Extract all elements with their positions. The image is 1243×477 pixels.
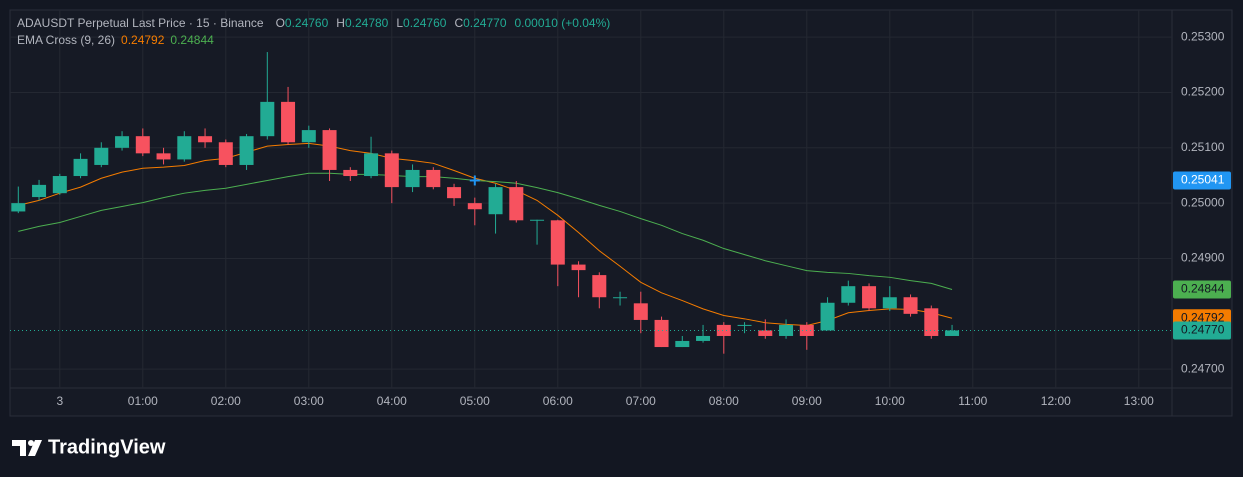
candle-body (218, 142, 233, 165)
symbol-title: ADAUSDT Perpetual Last Price · 15 · Bina… (17, 16, 264, 30)
ohlc-value: 0.24760 (285, 16, 329, 30)
candle-body (52, 176, 67, 194)
x-tick-label: 11:00 (958, 394, 987, 408)
ohlc-value: 0.24770 (463, 16, 507, 30)
candle-body (239, 136, 254, 165)
indicator-value: 0.24844 (170, 33, 214, 47)
x-tick-label: 13:00 (1124, 394, 1154, 408)
candle-body (198, 136, 213, 143)
candle-body (177, 136, 192, 160)
candle-body (281, 101, 296, 143)
candle-body (343, 169, 358, 177)
candle-body (820, 302, 835, 331)
x-tick-label: 09:00 (792, 394, 822, 408)
candle-body (405, 169, 420, 188)
indicator-name: EMA Cross (9, 26) (17, 33, 115, 47)
ohlc-label: L (396, 16, 403, 30)
price-label: 0.24792 (1181, 310, 1225, 324)
candle-body (571, 264, 586, 271)
candle-body (447, 187, 462, 199)
candle-body (364, 153, 379, 177)
candle-body (488, 187, 503, 215)
candle-body (384, 153, 399, 188)
candle-body (862, 286, 877, 309)
candle-body (758, 330, 773, 336)
x-tick-label: 10:00 (875, 394, 905, 408)
price-label: 0.24770 (1181, 323, 1225, 337)
x-tick-label: 07:00 (626, 394, 656, 408)
candle-body (530, 219, 545, 221)
candle-body (737, 324, 752, 326)
candle-body (882, 297, 897, 309)
ohlc-value: 0.24780 (345, 16, 389, 30)
candle-body (716, 324, 731, 336)
indicator-value: 0.24792 (121, 33, 165, 47)
candle-body (675, 340, 690, 348)
ohlc-value: 0.24760 (403, 16, 447, 30)
candle-body (550, 220, 565, 265)
plot (10, 10, 1172, 388)
change-value: 0.00010 (+0.04%) (515, 16, 611, 30)
logo-icon (28, 440, 34, 446)
y-tick-label: 0.25300 (1181, 29, 1225, 43)
brand: TradingView (48, 436, 166, 458)
indicator-legend: EMA Cross (9, 26) 0.24792 0.24844 (17, 33, 214, 47)
y-tick-label: 0.24900 (1181, 251, 1225, 265)
legend-header: ADAUSDT Perpetual Last Price · 15 · Bina… (17, 16, 610, 30)
x-tick-label: 3 (56, 394, 63, 408)
candle-body (592, 275, 607, 298)
chart-pane (9, 9, 1233, 417)
candle-body (73, 158, 88, 177)
x-tick-label: 05:00 (460, 394, 490, 408)
candle-body (696, 335, 711, 341)
candle-body (115, 136, 130, 148)
price-label: 0.24844 (1181, 282, 1225, 296)
x-tick-label: 12:00 (1041, 394, 1071, 408)
x-tick-label: 02:00 (211, 394, 241, 408)
candle-body (467, 203, 482, 210)
candle-body (633, 303, 648, 320)
ohlc-label: O (276, 16, 285, 30)
logo: TradingView (12, 436, 166, 458)
candle-body (156, 153, 171, 160)
y-tick-label: 0.24700 (1181, 361, 1225, 375)
candle-body (32, 184, 47, 198)
ohlc-label: C (454, 16, 463, 30)
candle-body (94, 147, 109, 165)
y-tick-label: 0.25100 (1181, 140, 1225, 154)
candle-body (426, 169, 441, 188)
price-label-bg (1173, 280, 1231, 299)
y-tick-label: 0.25000 (1181, 195, 1225, 209)
candle-body (903, 297, 918, 314)
candle-body (841, 286, 856, 303)
candle-body (135, 136, 150, 154)
price-label-bg (1173, 171, 1231, 190)
x-tick-label: 08:00 (709, 394, 739, 408)
y-tick-label: 0.25200 (1181, 85, 1225, 99)
candle-body (924, 308, 939, 336)
x-tick-label: 06:00 (543, 394, 573, 408)
logo-icon (12, 440, 26, 456)
candle-body (322, 130, 337, 170)
candle-body (11, 203, 26, 212)
x-tick-label: 03:00 (294, 394, 324, 408)
logo-icon (28, 440, 42, 456)
candle-body (654, 319, 669, 348)
ohlc-label: H (336, 16, 345, 30)
price-label-bg (1173, 321, 1231, 340)
x-tick-label: 04:00 (377, 394, 407, 408)
candle-body (613, 297, 628, 299)
ema-line (18, 172, 953, 290)
candle-body (260, 101, 275, 137)
x-tick-label: 01:00 (128, 394, 158, 408)
candle-body (301, 130, 316, 143)
candle-body (945, 330, 960, 336)
candle-body (509, 187, 524, 221)
price-label: 0.25041 (1181, 173, 1225, 187)
